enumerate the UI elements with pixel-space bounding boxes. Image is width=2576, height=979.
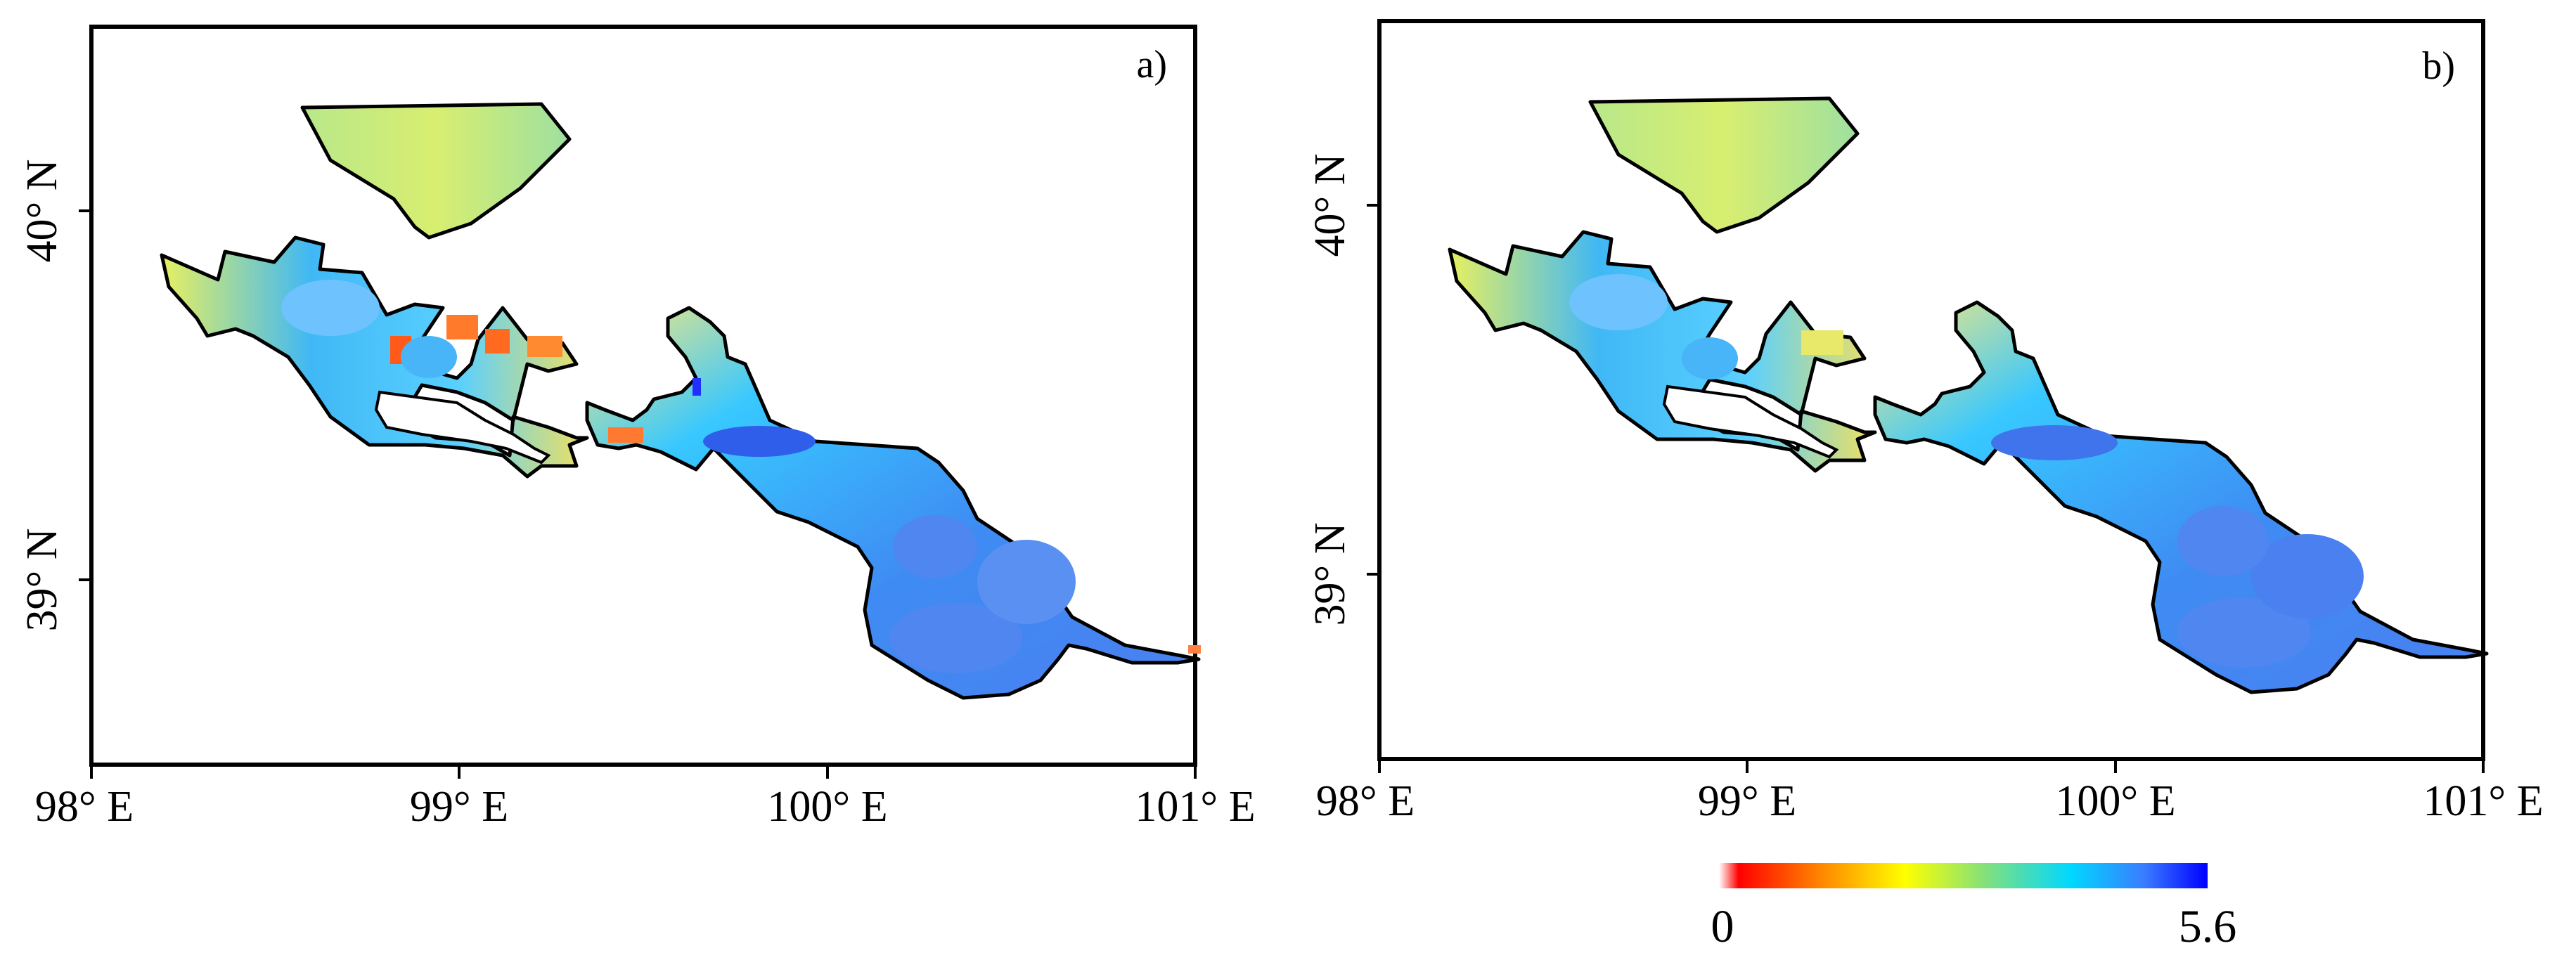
x-tick-label: 99° E — [1698, 777, 1796, 825]
x-tick-label: 100° E — [767, 783, 887, 831]
high-value-patches — [281, 280, 1076, 673]
colorbar-max-label: 5.6 — [2179, 901, 2237, 952]
y-tick-label: 40° N — [18, 159, 66, 262]
panel-label: b) — [2422, 44, 2455, 88]
colorbar-ramp — [1719, 863, 2208, 888]
x-tick-label: 101° E — [1135, 783, 1255, 831]
x-tick-label: 101° E — [2423, 777, 2543, 825]
panel-a: a) 98° E 99° E 100° E 101° E 40° N 39° N — [18, 25, 1256, 831]
y-tick-label: 39° N — [18, 528, 66, 631]
y-tick-label: 40° N — [1306, 153, 1354, 257]
x-axis: 98° E 99° E 100° E 101° E — [1316, 759, 2544, 825]
x-tick-label: 99° E — [410, 783, 508, 831]
x-tick-label: 98° E — [1316, 777, 1415, 825]
colorbar-min-label: 0 — [1711, 901, 1734, 952]
y-axis: 40° N 39° N — [18, 159, 91, 632]
y-tick-label: 39° N — [1306, 522, 1354, 625]
high-value-patches — [1569, 274, 2364, 668]
low-value-patches — [390, 315, 1201, 654]
x-axis: 98° E 99° E 100° E 101° E — [35, 765, 1256, 831]
colorbar: 0 5.6 — [1711, 863, 2237, 952]
y-axis: 40° N 39° N — [1306, 153, 1379, 626]
panel-label: a) — [1136, 43, 1167, 86]
panel-b: b) 98° E 99° E 100° E 101° E 40° N 39° N — [1306, 19, 2544, 825]
x-tick-label: 98° E — [35, 783, 134, 831]
x-tick-label: 100° E — [2055, 777, 2175, 825]
